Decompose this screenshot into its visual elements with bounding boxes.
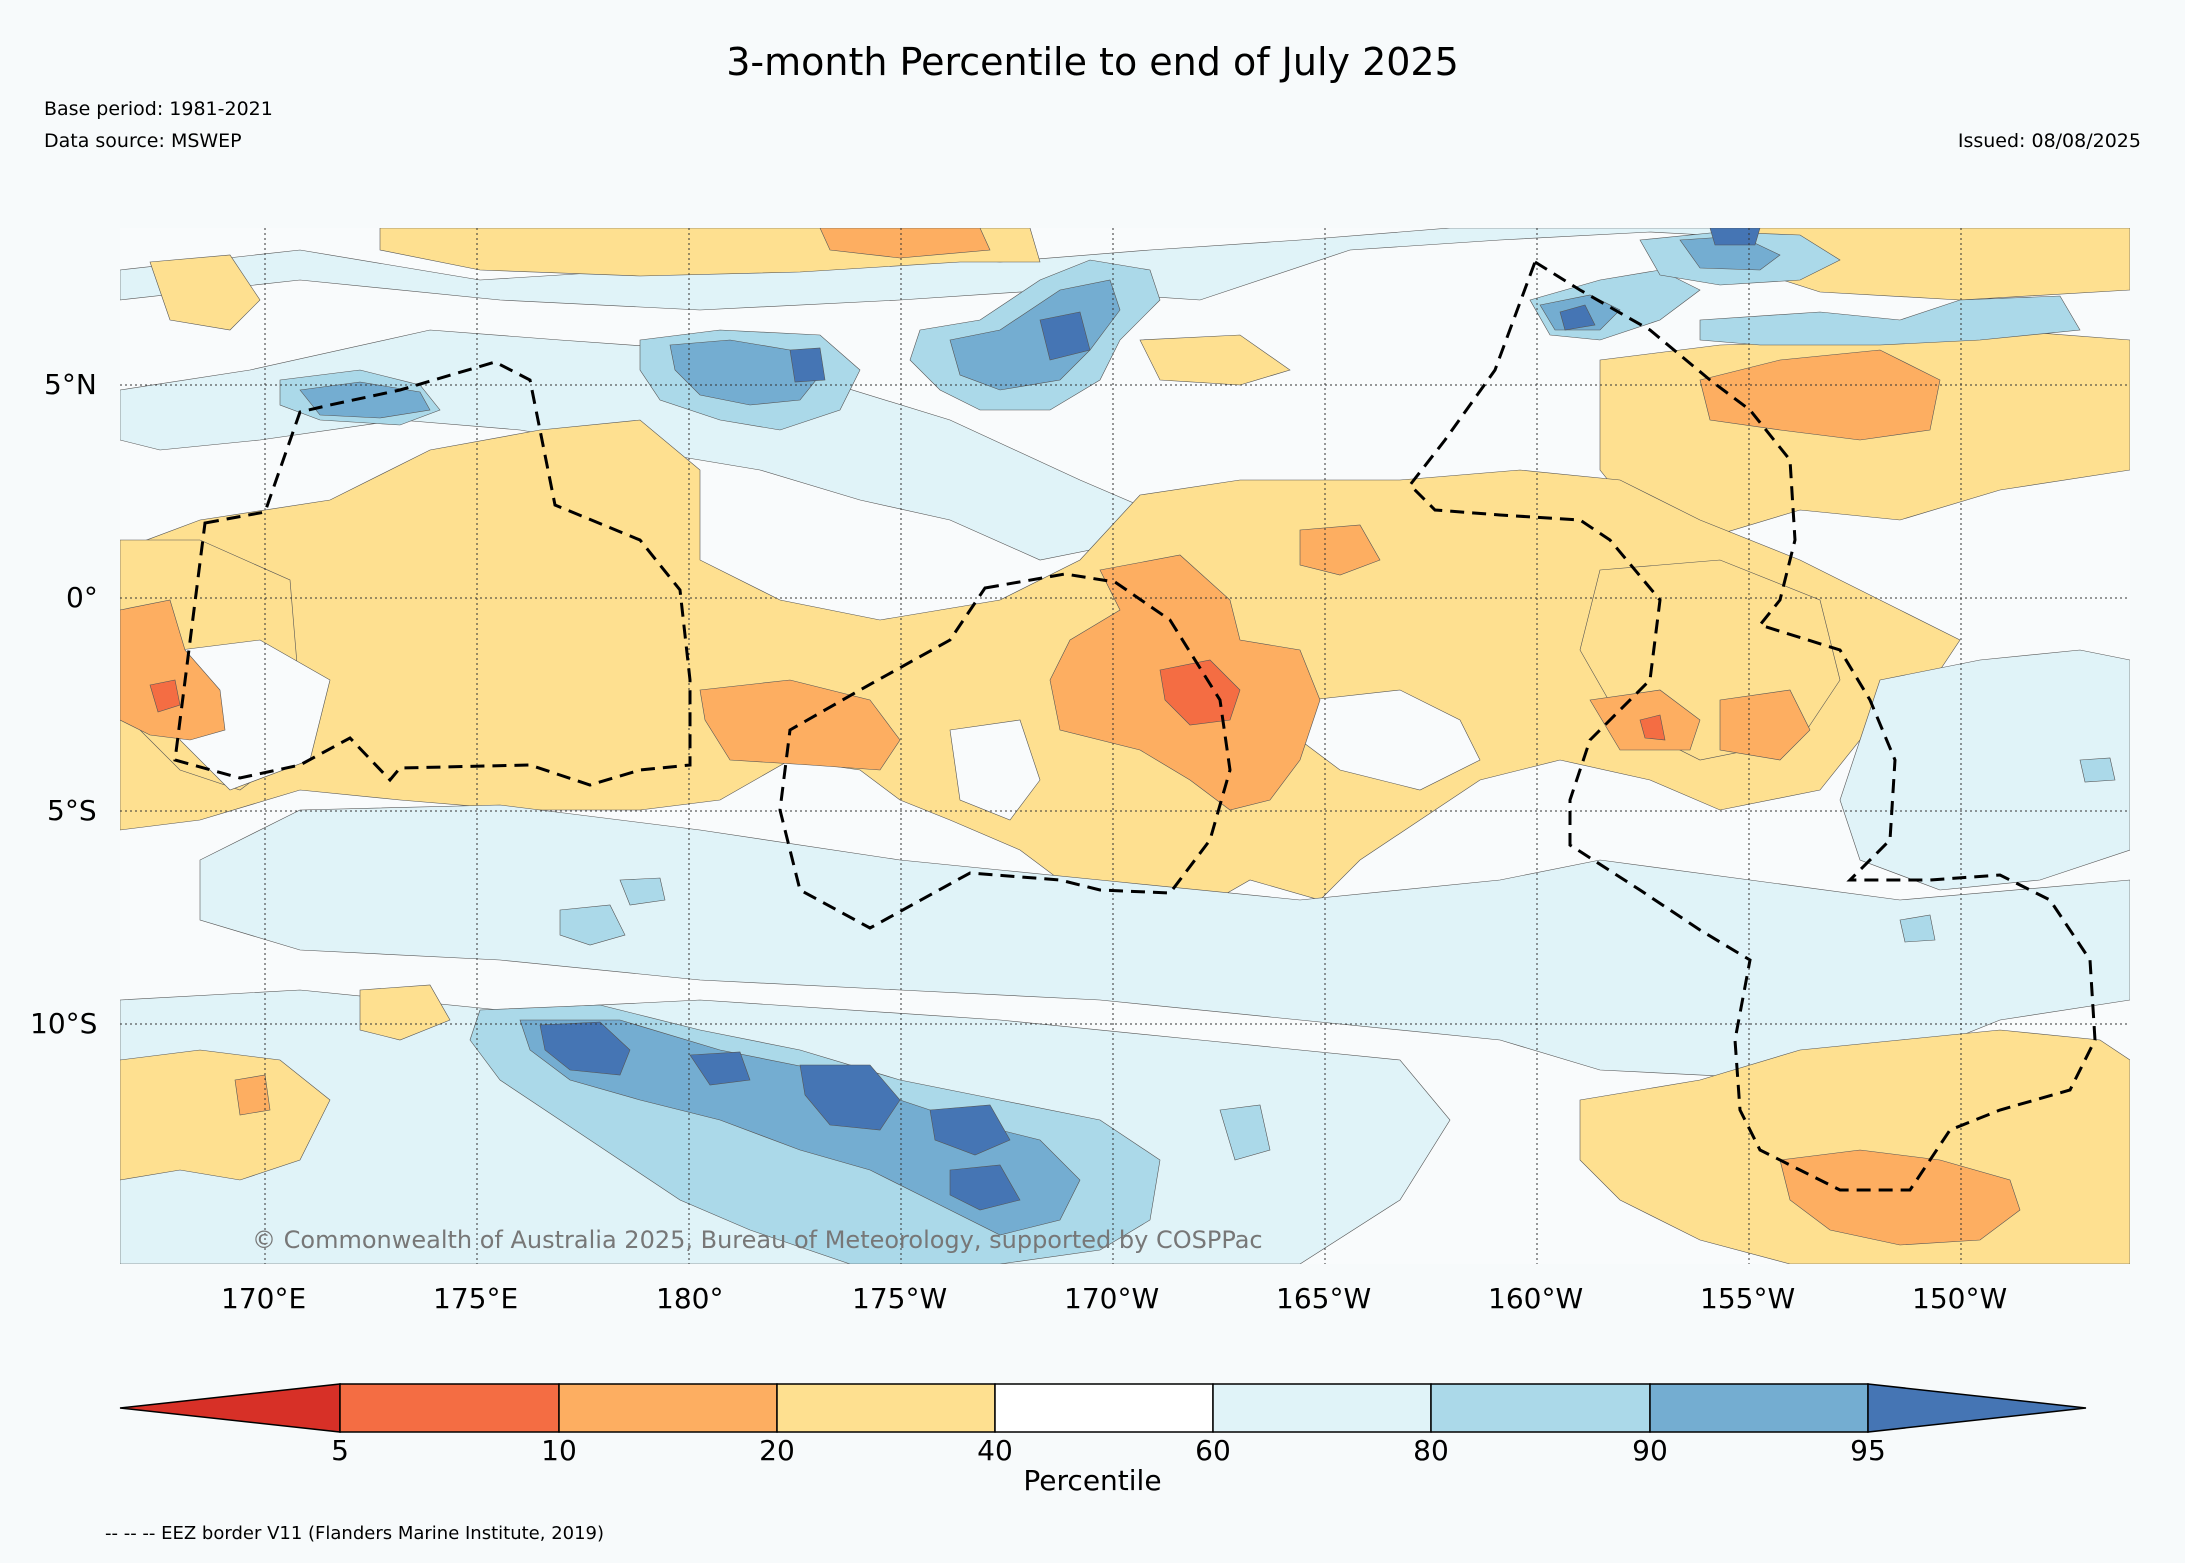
colorbar-tick-10: 10 <box>541 1434 577 1467</box>
region-gt95-north-4 <box>1709 228 1761 246</box>
lon-label-160w: 160°W <box>1488 1282 1584 1315</box>
region-40-topleft <box>149 254 261 331</box>
eez-kiribati-gilbert <box>173 360 692 787</box>
region-20-e3 <box>1299 524 1381 576</box>
lon-label-170e: 170°E <box>221 1282 307 1315</box>
region-60-patch3 <box>1299 689 1481 791</box>
lon-label-170w: 170°W <box>1064 1282 1160 1315</box>
lat-label-5n: 5°N <box>44 368 97 401</box>
colorbar-bin-lt5 <box>119 1383 341 1433</box>
region-10-west <box>149 679 181 713</box>
region-gt95-north-3 <box>1559 304 1596 331</box>
colorbar-tick-90: 90 <box>1632 1434 1668 1467</box>
region-gt95-south-2 <box>689 1051 751 1086</box>
region-40-sw <box>120 1049 331 1181</box>
region-20-top <box>819 228 991 259</box>
colorbar-bin-5-10 <box>339 1383 560 1433</box>
region-90-s-spots <box>559 877 1271 1161</box>
region-10-hotspot <box>1159 659 1241 726</box>
map-field <box>120 228 2130 1264</box>
region-10-ne <box>1639 714 1666 741</box>
eez-phoenix-line <box>1408 259 2097 1192</box>
region-gt95-south-5 <box>949 1164 1021 1211</box>
region-90-north-6 <box>1699 295 2081 346</box>
lon-label-165w: 165°W <box>1276 1282 1372 1315</box>
lon-label-150w: 150°W <box>1912 1282 2008 1315</box>
region-90-east <box>1899 757 2116 943</box>
region-20-e2 <box>1719 689 1811 761</box>
colorbar-bin-80-90 <box>1430 1383 1651 1433</box>
region-gt95-north-2 <box>1039 311 1091 361</box>
region-40-central <box>120 419 1961 921</box>
eez-howland-baker <box>778 572 1232 930</box>
eez-footnote: -- -- -- EEZ border V11 (Flanders Marine… <box>105 1523 605 1544</box>
eez-borders <box>173 259 2097 1192</box>
lon-label-180: 180° <box>656 1282 724 1315</box>
colorbar-tick-40: 40 <box>977 1434 1013 1467</box>
region-gt95-north-1 <box>789 347 826 383</box>
colorbar-bin-90-95 <box>1649 1383 1869 1433</box>
region-40-s1 <box>359 984 451 1041</box>
data-source: Data source: MSWEP <box>44 130 242 152</box>
issued-date: Issued: 08/08/2025 <box>1957 130 2141 152</box>
colorbar-bin-40-60 <box>994 1383 1214 1433</box>
map-title: 3-month Percentile to end of July 2025 <box>726 40 1459 84</box>
colorbar-tick-20: 20 <box>759 1434 795 1467</box>
region-95-north-1 <box>669 339 821 406</box>
copyright-credit: © Commonwealth of Australia 2025, Bureau… <box>252 1226 1263 1254</box>
region-gt95-south-4 <box>929 1104 1011 1156</box>
colorbar-bin-20-40 <box>776 1383 996 1433</box>
colorbar-tick-60: 60 <box>1195 1434 1231 1467</box>
colorbar-tick-95: 95 <box>1850 1434 1886 1467</box>
lon-label-155w: 155°W <box>1700 1282 1796 1315</box>
lat-label-5s: 5°S <box>47 794 97 827</box>
colorbar-title: Percentile <box>1023 1464 1162 1497</box>
colorbar-bin-60-80 <box>1212 1383 1432 1433</box>
lon-label-175e: 175°E <box>433 1282 519 1315</box>
colorbar-bin-10-20 <box>558 1383 778 1433</box>
graticule <box>120 228 2130 1264</box>
region-20-sw <box>234 1074 271 1116</box>
colorbar-tick-80: 80 <box>1413 1434 1449 1467</box>
colorbar-tick-5: 5 <box>331 1434 349 1467</box>
lon-label-175w: 175°W <box>852 1282 948 1315</box>
region-95-north-2 <box>949 279 1121 391</box>
region-20-west <box>120 599 226 741</box>
colorbar-bin-gt95 <box>1867 1383 2087 1433</box>
region-gt95-south-1 <box>539 1021 631 1076</box>
lat-label-0: 0° <box>66 581 98 614</box>
base-period: Base period: 1981-2021 <box>44 98 273 120</box>
lat-label-10s: 10°S <box>30 1007 98 1040</box>
region-20-central <box>699 679 901 771</box>
colorbar <box>119 1383 2087 1433</box>
region-20-ne <box>1699 349 1941 441</box>
region-80-south <box>199 804 2130 1081</box>
region-60-patch2 <box>949 719 1041 821</box>
region-gt95-south-3 <box>799 1064 901 1131</box>
region-80-east <box>1839 649 2130 891</box>
region-20-se <box>1779 1149 2021 1246</box>
